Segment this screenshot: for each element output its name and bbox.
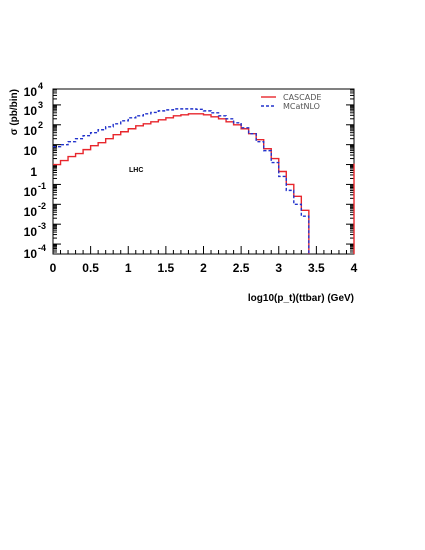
y-tick-exponent: -2 [38,201,46,211]
x-tick-label: 1.5 [158,261,175,275]
x-tick-label: 2 [200,261,207,275]
x-tick-labels: 0 0.5 1 1.5 2 2.5 3 3.5 4 [50,261,358,275]
y-tick-label: 10 [24,205,38,219]
y-tick-label: 10 [24,185,38,199]
y-tick-label: 10 [24,85,38,99]
x-axis-title: log10(p_t)(ttbar) (GeV) [248,293,354,304]
lhc-annotation: LHC [129,167,143,174]
y-tick-exponent: -3 [38,221,46,231]
series-layer [53,108,355,254]
y-tick-exponent: -4 [38,243,46,253]
x-tick-label: 4 [351,261,358,275]
x-tick-label: 3.5 [308,261,325,275]
y-tick-exponent: -1 [38,181,46,191]
y-tick-label: 10 [24,144,38,158]
x-tick-label: 2.5 [233,261,250,275]
y-tick-exponent: 3 [38,100,43,110]
y-tick-label: 10 [24,124,38,138]
y-axis-title: σ (pb/bin) [9,89,20,135]
y-tick-exponent: 4 [38,81,43,91]
x-tick-label: 0.5 [82,261,99,275]
x-tick-label: 3 [275,261,282,275]
legend-mcatnlo-label: MCatNLO [283,102,320,111]
y-tick-exponent: 2 [38,120,43,130]
legend: CASCADE MCatNLO [261,93,321,111]
legend-cascade-label: CASCADE [283,93,321,102]
y-tick-label: 10 [24,225,38,239]
y-tick-label: 10 [24,104,38,118]
series-cascade-line [53,113,310,254]
y-tick-label: 10 [24,247,38,261]
x-tick-label: 1 [125,261,132,275]
y-tick-label: 1 [30,165,37,179]
x-tick-label: 0 [50,261,57,275]
series-mcatnlo-line [53,108,310,254]
